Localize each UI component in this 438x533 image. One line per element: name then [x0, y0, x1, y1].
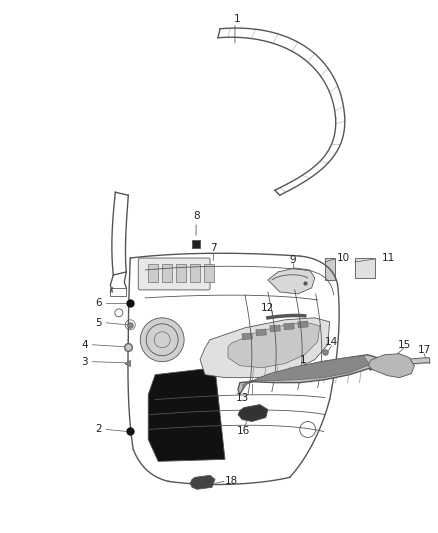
Circle shape: [140, 318, 184, 362]
Text: 10: 10: [337, 253, 350, 263]
Bar: [270, 325, 280, 332]
Polygon shape: [268, 268, 314, 294]
Bar: [256, 329, 266, 336]
Text: 17: 17: [418, 345, 431, 355]
Bar: [284, 323, 294, 330]
Polygon shape: [243, 356, 370, 390]
Text: 16: 16: [237, 426, 251, 437]
Bar: [355, 258, 374, 278]
Bar: [325, 258, 335, 280]
Text: 4: 4: [81, 340, 88, 350]
FancyBboxPatch shape: [138, 258, 210, 290]
Polygon shape: [367, 354, 414, 378]
Text: 2: 2: [95, 424, 102, 434]
Text: 1: 1: [233, 14, 240, 24]
Polygon shape: [190, 475, 215, 489]
Text: 3: 3: [81, 357, 88, 367]
Text: 8: 8: [193, 211, 199, 221]
Bar: [204, 264, 214, 282]
Text: 5: 5: [95, 318, 102, 328]
Bar: [162, 264, 172, 282]
Text: 14: 14: [325, 337, 338, 347]
Polygon shape: [228, 322, 320, 368]
Text: 12: 12: [261, 303, 275, 313]
Text: 18: 18: [225, 477, 238, 486]
Text: 13: 13: [236, 393, 250, 402]
Bar: [176, 264, 186, 282]
Polygon shape: [148, 368, 225, 462]
Text: 15: 15: [398, 340, 411, 350]
Text: 9: 9: [290, 255, 296, 265]
Bar: [110, 288, 126, 296]
Polygon shape: [200, 318, 330, 378]
Bar: [148, 264, 158, 282]
Text: 7: 7: [210, 243, 216, 253]
Bar: [190, 264, 200, 282]
Bar: [192, 240, 200, 248]
Text: 11: 11: [381, 253, 395, 263]
Text: 6: 6: [95, 298, 102, 308]
Text: 1: 1: [300, 354, 306, 365]
Bar: [298, 321, 308, 328]
Polygon shape: [238, 405, 268, 422]
Polygon shape: [238, 355, 378, 394]
Bar: [242, 333, 252, 340]
